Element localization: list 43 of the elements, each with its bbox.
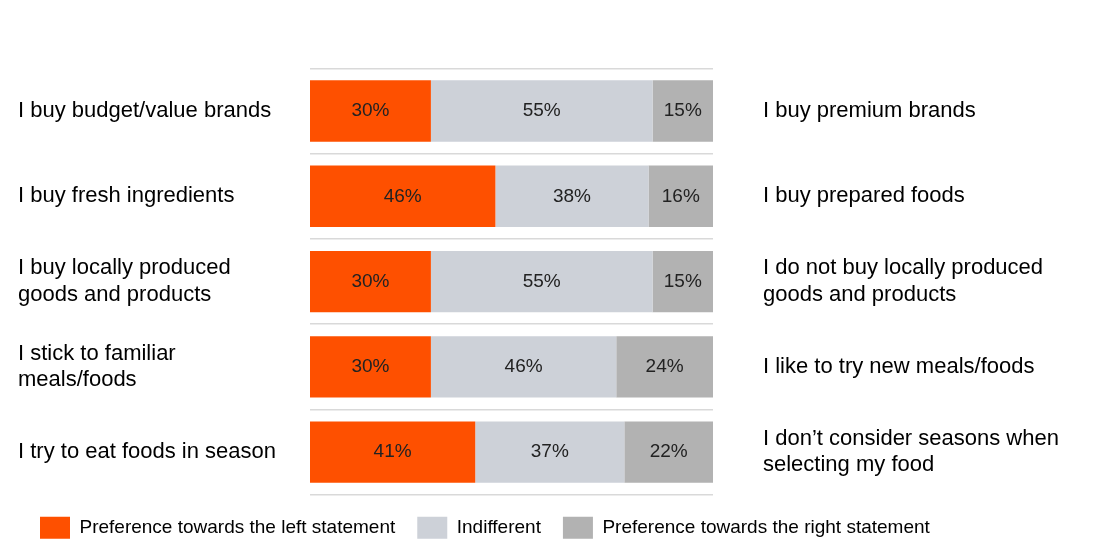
data-label: 38% bbox=[552, 184, 592, 206]
legend-label: Indifferent bbox=[456, 516, 542, 538]
legend-label: Preference towards the left statement bbox=[79, 516, 396, 538]
bar bbox=[310, 80, 431, 142]
data-label: 24% bbox=[645, 355, 684, 377]
data-label: 15% bbox=[663, 269, 702, 291]
data-label: 41% bbox=[373, 440, 412, 462]
data-label: 22% bbox=[649, 440, 688, 462]
bar bbox=[475, 421, 625, 483]
data-label: 30% bbox=[351, 99, 390, 121]
y-tick-label: I buy locally produced goods and products bbox=[18, 254, 231, 306]
data-label: 55% bbox=[522, 99, 561, 121]
bar bbox=[495, 165, 649, 228]
data-label: 30% bbox=[351, 355, 390, 377]
y-tick-label: I buy budget/value brands bbox=[18, 97, 272, 123]
bar bbox=[430, 336, 617, 398]
data-label: 37% bbox=[530, 440, 569, 462]
bar bbox=[310, 421, 476, 483]
data-label: 15% bbox=[663, 99, 702, 121]
bar bbox=[624, 421, 713, 483]
data-label: 30% bbox=[351, 269, 390, 291]
legend-label: Preference towards the right statement bbox=[602, 516, 931, 538]
bar bbox=[430, 250, 653, 313]
data-label: 46% bbox=[383, 184, 422, 206]
y2-tick-label: I don’t consider seasons when selecting my food bbox=[763, 425, 1059, 477]
bar bbox=[310, 336, 431, 398]
y2-tick-label: I do not buy locally produced goods and products bbox=[763, 254, 1044, 306]
y2-tick-label: I buy premium brands bbox=[763, 97, 976, 123]
data-label: 16% bbox=[661, 184, 700, 206]
bar bbox=[430, 80, 653, 142]
y-tick-label: I buy fresh ingredients bbox=[18, 182, 235, 208]
bar bbox=[310, 250, 431, 313]
bar bbox=[652, 250, 713, 313]
bar bbox=[652, 80, 713, 142]
data-label: 46% bbox=[504, 355, 543, 377]
data-label: 55% bbox=[522, 269, 561, 291]
y-tick-label: I stick to familiar meals/foods bbox=[18, 339, 176, 392]
y2-tick-label: I buy prepared foods bbox=[763, 182, 965, 208]
bar bbox=[648, 165, 713, 228]
bar bbox=[310, 165, 496, 228]
y2-tick-label: I like to try new meals/foods bbox=[763, 352, 1035, 378]
bar bbox=[616, 336, 713, 398]
y-tick-label: I try to eat foods in season bbox=[18, 438, 277, 464]
